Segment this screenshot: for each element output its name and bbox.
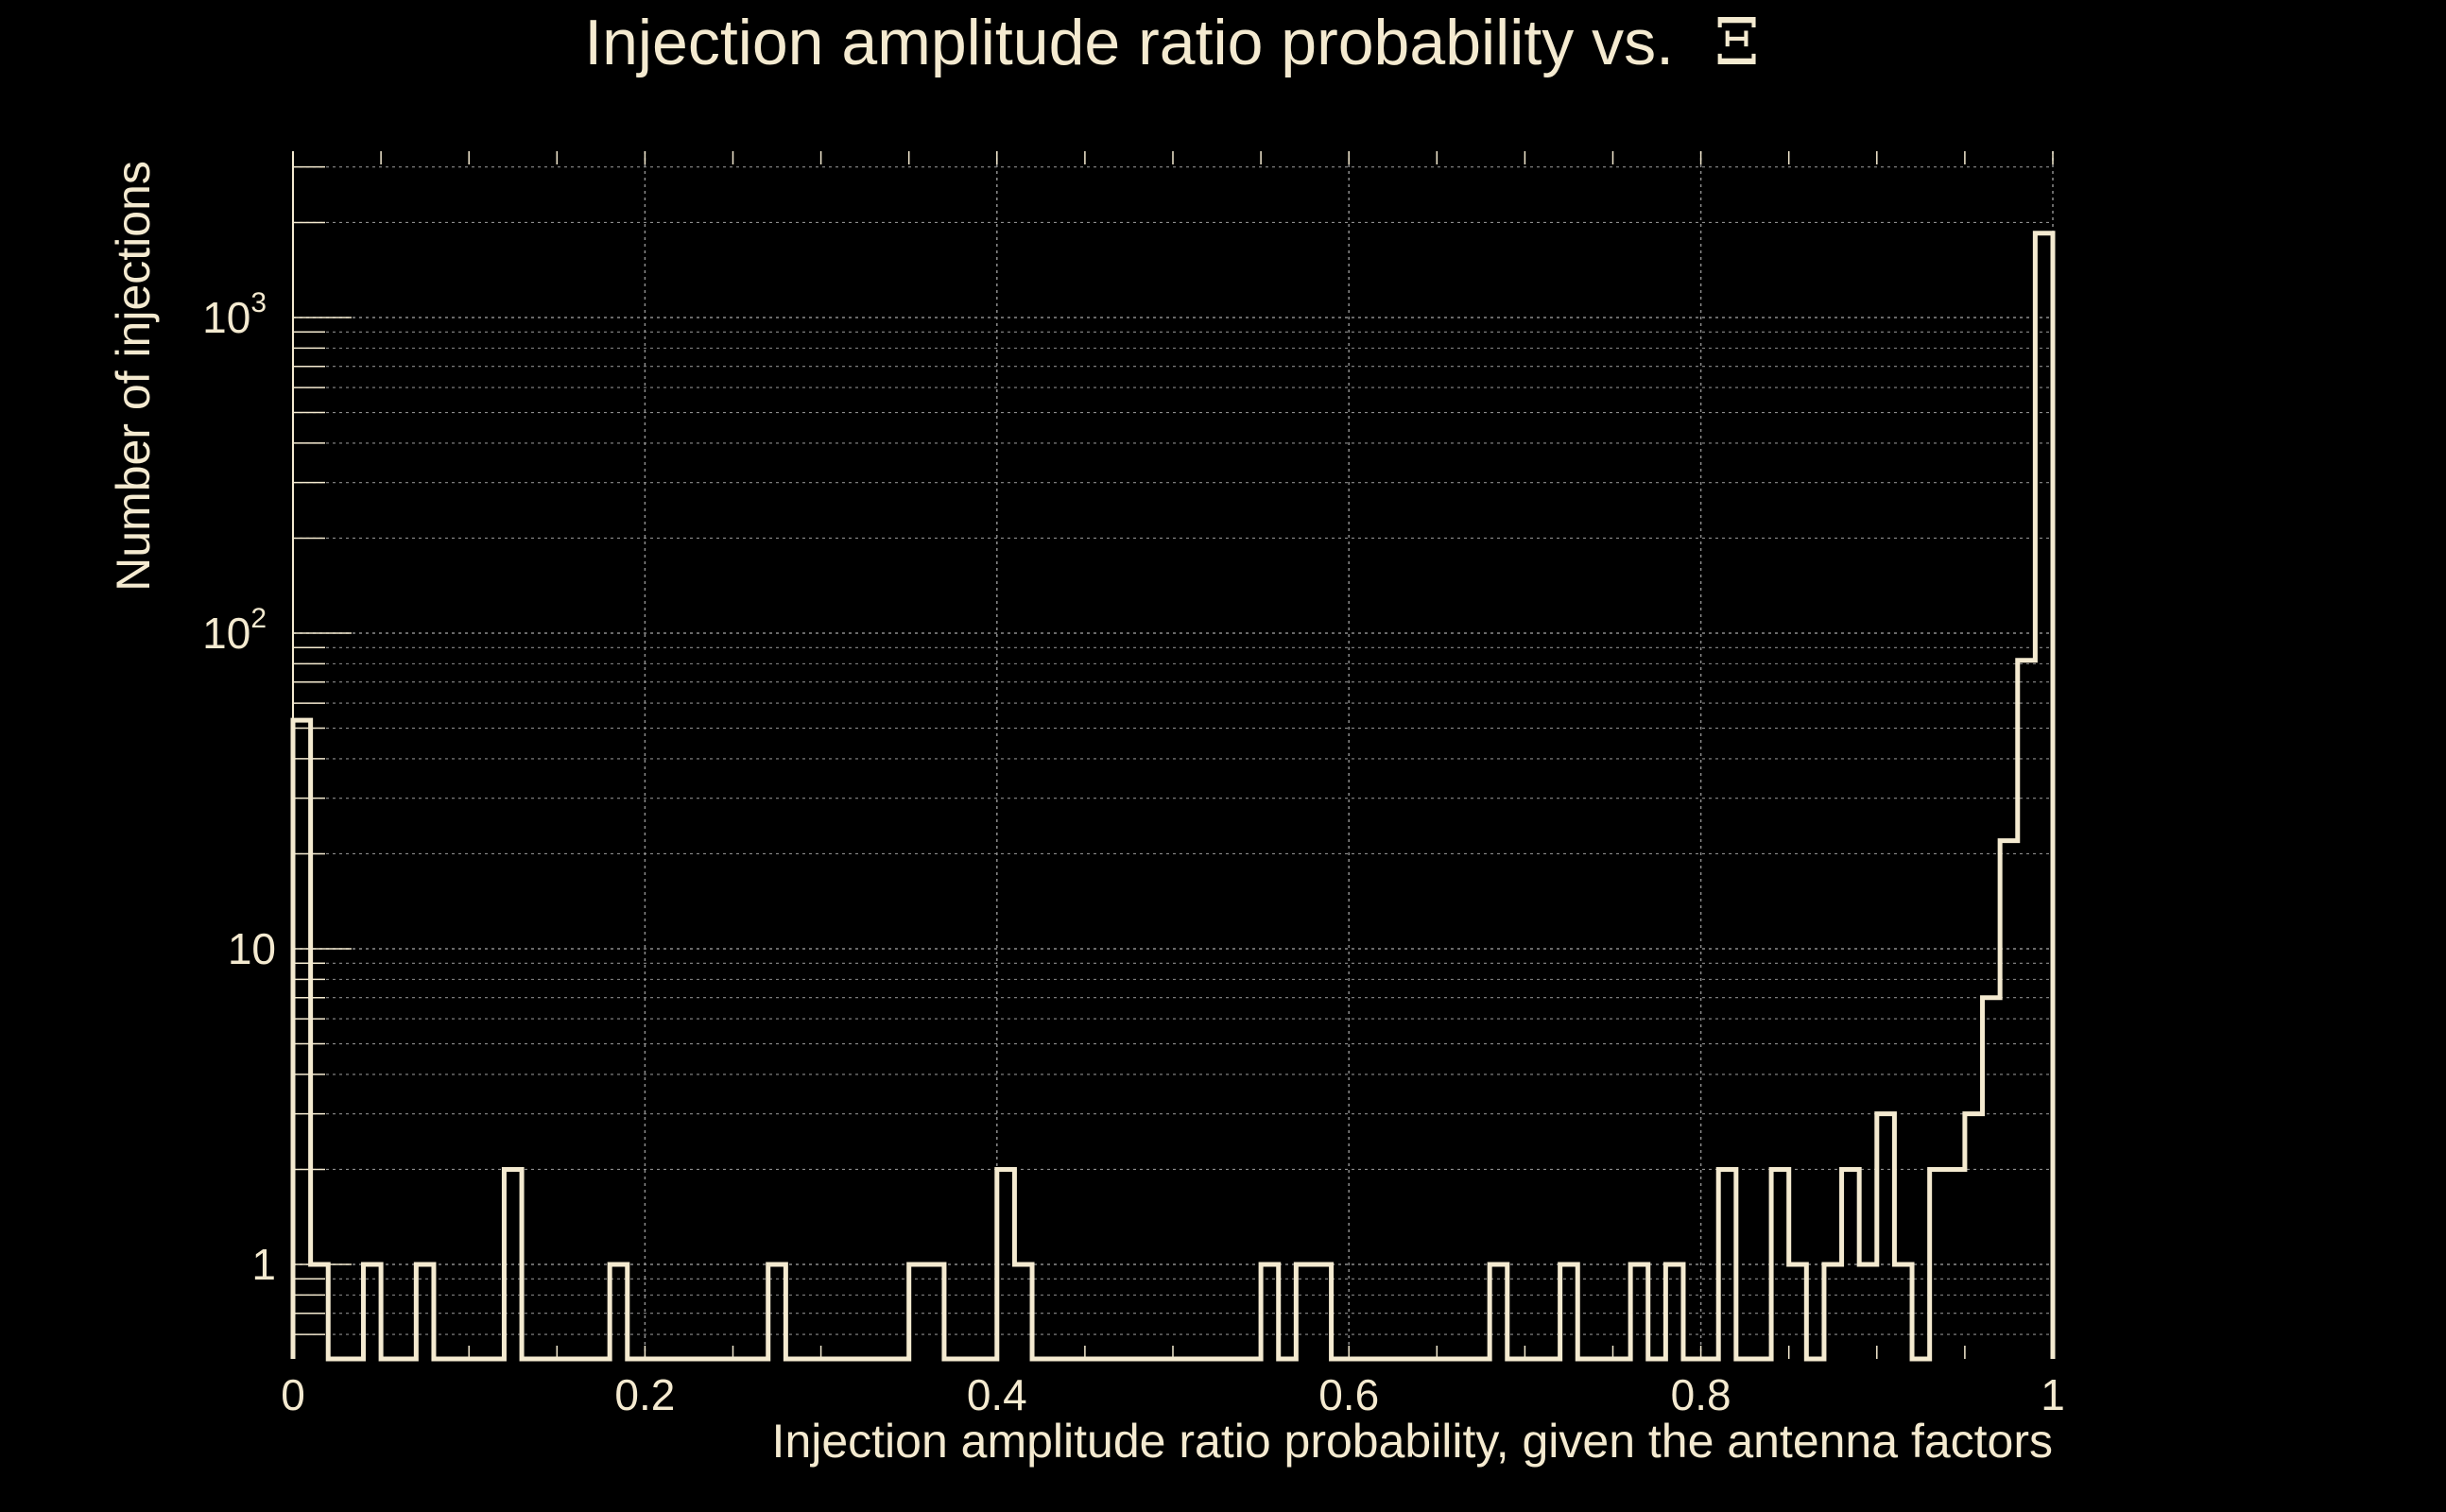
- histogram-bin: [1894, 1264, 1912, 1359]
- y-tick-label: 1: [251, 1240, 276, 1289]
- histogram-bin: [1859, 1264, 1877, 1359]
- histogram-bin: [1930, 1169, 1948, 1359]
- histogram-step-line: [290, 231, 2056, 1362]
- chart-title: Injection amplitude ratio probability vs…: [584, 6, 1760, 80]
- x-axis-label: Injection amplitude ratio probability, g…: [772, 1415, 2053, 1468]
- histogram-bin: [1718, 1169, 1736, 1359]
- x-tick-label: 0.4: [967, 1370, 1027, 1419]
- histogram-bin: [293, 720, 311, 1359]
- histogram-bin: [1771, 1169, 1789, 1359]
- histogram-bin: [416, 1264, 434, 1359]
- histogram-bin: [1789, 1264, 1807, 1359]
- y-tick-label: 103: [202, 287, 267, 342]
- histogram-bin: [1983, 998, 2001, 1359]
- histogram-bin: [926, 1264, 944, 1359]
- y-tick-label: 102: [202, 603, 267, 658]
- histogram-bin: [1965, 1114, 1983, 1359]
- grid: [292, 151, 2054, 1359]
- histogram-bin: [1014, 1264, 1032, 1359]
- histogram-bin: [1947, 1169, 1965, 1359]
- histogram-bin: [1560, 1264, 1578, 1359]
- histogram-bin: [2035, 233, 2053, 1359]
- x-tick-label: 0.2: [614, 1370, 675, 1419]
- histogram-bin: [2018, 661, 2036, 1359]
- histogram-bin: [1824, 1264, 1842, 1359]
- histogram-bin: [610, 1264, 628, 1359]
- histogram-bin: [1665, 1264, 1683, 1359]
- histogram-bin: [997, 1169, 1015, 1359]
- histogram-bin: [768, 1264, 786, 1359]
- histogram-bin: [504, 1169, 522, 1359]
- xi-symbol: Ξ: [1714, 6, 1760, 80]
- x-tick-label: 0: [281, 1370, 305, 1419]
- histogram-bin: [1842, 1169, 1860, 1359]
- histogram-bin: [1296, 1264, 1314, 1359]
- y-axis-label: Number of injections: [107, 161, 160, 592]
- histogram-bin: [1877, 1114, 1895, 1359]
- histogram-bin: [1630, 1264, 1648, 1359]
- histogram-bin: [2000, 841, 2018, 1359]
- histogram-bin: [363, 1264, 381, 1359]
- histogram-bin: [1261, 1264, 1279, 1359]
- x-tick-label: 0.6: [1318, 1370, 1379, 1419]
- x-tick-label: 0.8: [1671, 1370, 1731, 1419]
- histogram-bin: [1490, 1264, 1507, 1359]
- histogram-bin: [1314, 1264, 1332, 1359]
- x-tick-label: 1: [2041, 1370, 2065, 1419]
- tick-labels: 0 0.2 0.4 0.6 0.8 1 1 10 102 103: [202, 287, 2065, 1419]
- y-tick-label: 10: [228, 924, 276, 973]
- histogram-bin: [311, 1264, 329, 1359]
- histogram-bin: [909, 1264, 927, 1359]
